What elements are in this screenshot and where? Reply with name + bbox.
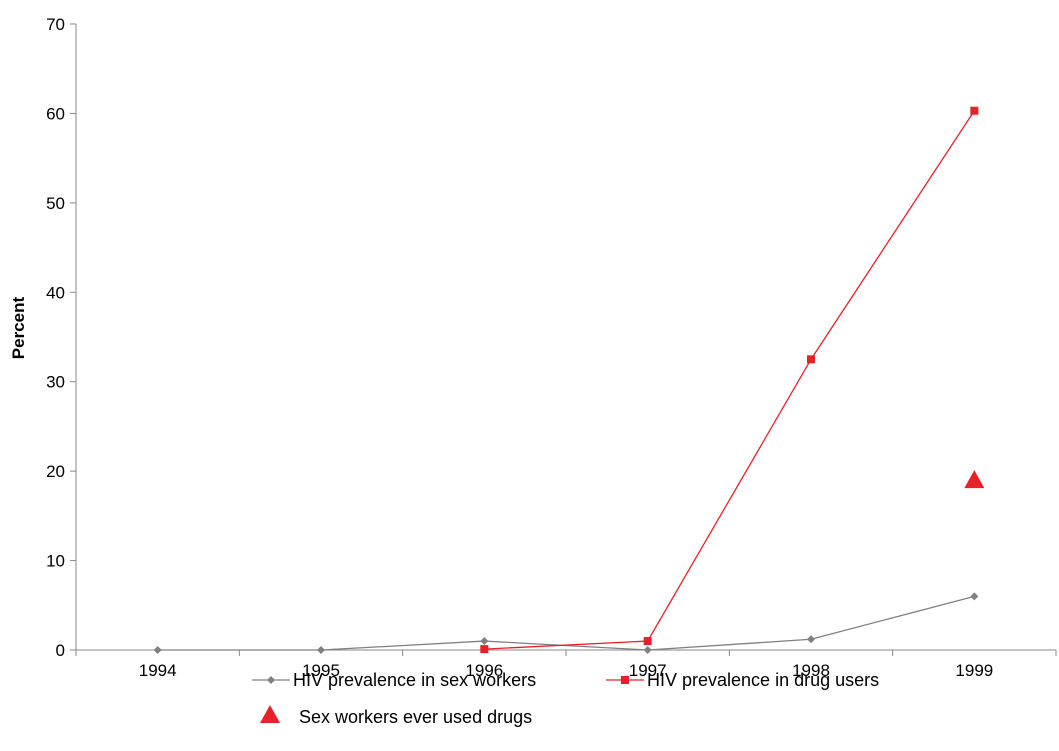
y-tick-label: 70	[46, 15, 65, 34]
data-point	[970, 106, 979, 115]
data-point	[317, 646, 325, 654]
data-point	[153, 646, 162, 654]
legend-item: Sex workers ever used drugs	[260, 705, 532, 727]
x-tick-label: 1998	[792, 661, 830, 680]
series-line	[157, 595, 975, 651]
y-tick-label: 0	[56, 641, 65, 660]
legend-label: HIV prevalence in sex workers	[293, 670, 536, 690]
legend-swatch-marker	[260, 705, 280, 723]
data-point	[964, 470, 985, 489]
data-point	[807, 355, 815, 364]
series-sex-workers-ever-used-drugs	[964, 470, 985, 489]
y-axis-label: Percent	[9, 296, 28, 359]
series-line	[484, 110, 975, 650]
y-tick-label: 20	[46, 462, 65, 481]
y-tick-label: 50	[46, 194, 65, 213]
y-tick-label: 30	[46, 373, 65, 392]
y-tick-label: 40	[46, 283, 65, 302]
legend-label: Sex workers ever used drugs	[299, 707, 532, 727]
x-tick-label: 1995	[302, 661, 340, 680]
data-point	[480, 637, 489, 646]
legend-swatch-marker	[621, 676, 629, 684]
data-point	[970, 592, 979, 601]
legend-label: HIV prevalence in drug users	[647, 670, 879, 690]
data-point	[643, 637, 652, 646]
legend-swatch-marker	[267, 676, 275, 684]
series-hiv-prevalence-in-drug-users	[480, 106, 979, 654]
y-tick-label: 10	[46, 552, 65, 571]
x-tick-label: 1999	[955, 661, 993, 680]
axes: 0 10 20 30 40 50 60 70 1994 1995 1996 1997 1998 1999	[46, 15, 1057, 680]
series-layer	[153, 106, 985, 654]
x-tick-label: 1994	[139, 661, 177, 680]
data-point	[480, 645, 489, 654]
legend: HIV prevalence in sex workers HIV prevale…	[252, 670, 879, 727]
x-tick-label: 1996	[465, 661, 503, 680]
data-point	[643, 646, 652, 654]
legend-item: HIV prevalence in drug users	[606, 670, 879, 690]
legend-item: HIV prevalence in sex workers	[252, 670, 536, 690]
data-point	[807, 635, 815, 644]
x-tick-label: 1997	[629, 661, 667, 680]
y-tick-label: 60	[46, 104, 65, 123]
